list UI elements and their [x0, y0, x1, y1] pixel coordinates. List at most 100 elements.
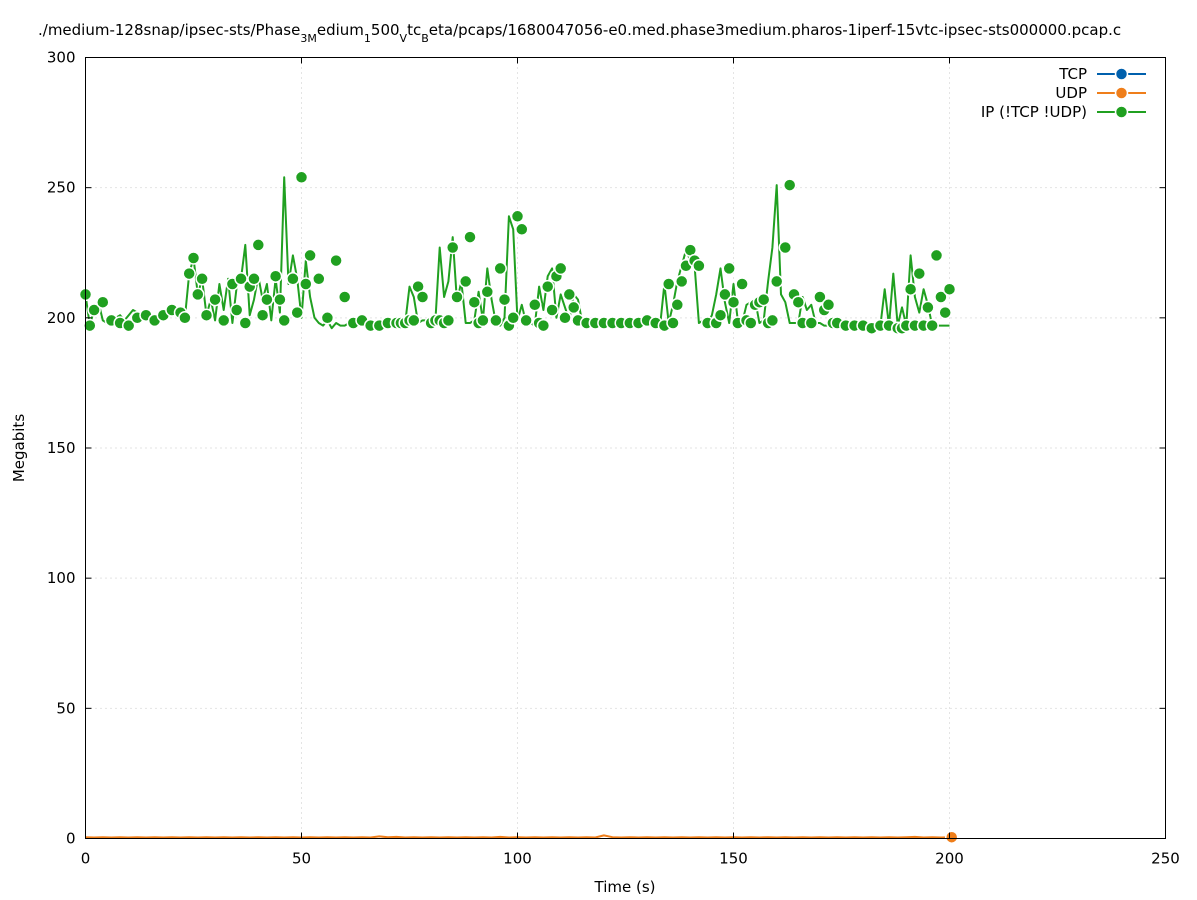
- data-point-ip-tcp-udp: [238, 316, 253, 330]
- data-point-ip-tcp-udp: [778, 240, 793, 255]
- x-tick-label: 150: [719, 850, 748, 868]
- data-point-ip-tcp-udp: [744, 316, 758, 330]
- data-point-ip-tcp-udp: [506, 311, 520, 325]
- data-point-ip-tcp-udp: [489, 313, 503, 328]
- data-point-ip-tcp-udp: [929, 248, 944, 263]
- data-point-ip-tcp-udp: [96, 295, 110, 309]
- data-point-ip-tcp-udp: [247, 272, 261, 286]
- data-point-ip-tcp-udp: [415, 290, 430, 304]
- data-point-ip-tcp-udp: [294, 170, 309, 185]
- y-axis-title: Megabits: [10, 414, 28, 482]
- data-point-ip-tcp-udp: [216, 313, 231, 328]
- data-point-ip-tcp-udp: [912, 266, 927, 281]
- data-point-ip-tcp-udp: [558, 311, 572, 325]
- data-point-ip-tcp-udp: [87, 303, 101, 317]
- data-point-ip-tcp-udp: [692, 259, 706, 273]
- data-point-ip-tcp-udp: [515, 222, 529, 237]
- data-point-ip-tcp-udp: [942, 282, 957, 296]
- legend-label-tcp: TCP: [1058, 65, 1087, 83]
- data-point-ip-tcp-udp: [493, 261, 507, 276]
- data-point-ip-tcp-udp: [519, 313, 533, 328]
- data-point-ip-tcp-udp: [562, 287, 577, 302]
- data-point-ip-tcp-udp: [553, 261, 568, 276]
- x-axis-title: Time (s): [594, 878, 656, 896]
- data-point-ip-tcp-udp: [260, 292, 274, 307]
- data-point-ip-tcp-udp: [458, 274, 473, 289]
- y-tick-label: 150: [47, 439, 76, 457]
- data-point-ip-tcp-udp: [769, 274, 784, 289]
- data-point-ip-tcp-udp: [821, 298, 836, 312]
- data-point-ip-tcp-udp: [670, 298, 685, 312]
- data-point-ip-tcp-udp: [251, 238, 266, 252]
- x-tick-label: 0: [81, 850, 91, 868]
- data-point-ip-tcp-udp: [277, 313, 291, 328]
- data-point-ip-tcp-udp: [718, 287, 732, 302]
- data-point-ip-tcp-udp: [450, 290, 464, 304]
- data-point-ip-tcp-udp: [199, 308, 214, 322]
- data-point-ip-tcp-udp: [765, 313, 780, 328]
- data-point-ip-tcp-udp: [726, 295, 741, 309]
- data-point-ip-tcp-udp: [566, 300, 581, 315]
- x-tick-label: 100: [503, 850, 532, 868]
- data-point-ip-tcp-udp: [229, 303, 244, 317]
- data-point-ip-tcp-udp: [467, 295, 482, 309]
- data-point-ip-tcp-udp: [497, 292, 512, 307]
- data-point-ip-tcp-udp: [804, 316, 819, 330]
- data-point-ip-tcp-udp: [480, 285, 495, 299]
- data-point-ip-tcp-udp: [722, 261, 736, 276]
- data-point-ip-tcp-udp: [290, 305, 304, 320]
- data-point-ip-tcp-udp: [303, 248, 317, 263]
- x-tick-label: 200: [935, 850, 964, 868]
- legend-label-udp: UDP: [1055, 84, 1087, 102]
- y-tick-label: 0: [66, 830, 76, 848]
- data-point-ip-tcp-udp: [735, 277, 749, 291]
- y-tick-label: 50: [56, 699, 75, 717]
- data-point-ip-tcp-udp: [510, 209, 525, 224]
- data-point-ip-tcp-udp: [713, 308, 728, 322]
- data-point-ip-tcp-udp: [268, 269, 283, 283]
- data-point-ip-tcp-udp: [813, 290, 827, 304]
- legend-marker-ip-tcp-udp: [1114, 105, 1129, 119]
- data-point-ip-tcp-udp: [312, 272, 326, 286]
- data-point-ip-tcp-udp: [666, 316, 680, 330]
- data-point-ip-tcp-udp: [782, 178, 797, 192]
- data-point-ip-tcp-udp: [476, 313, 490, 328]
- data-point-ip-tcp-udp: [934, 290, 948, 304]
- data-point-ip-tcp-udp: [83, 318, 97, 333]
- data-point-ip-tcp-udp: [191, 287, 205, 302]
- chart-title: ./medium-128snap/ipsec-sts/Phase3Medium1…: [38, 21, 1121, 45]
- data-point-ip-tcp-udp: [661, 277, 676, 291]
- data-point-ip-tcp-udp: [441, 313, 456, 328]
- data-point-ip-tcp-udp: [903, 282, 918, 296]
- data-point-ip-tcp-udp: [938, 305, 952, 320]
- data-point-ip-tcp-udp: [921, 300, 935, 315]
- plot-area: [78, 170, 959, 844]
- data-point-ip-tcp-udp: [178, 311, 192, 325]
- data-point-udp: [944, 830, 959, 844]
- data-point-ip-tcp-udp: [791, 295, 806, 309]
- data-point-ip-tcp-udp: [299, 277, 313, 291]
- grid: [85, 57, 1166, 839]
- data-point-ip-tcp-udp: [255, 308, 270, 322]
- data-point-ip-tcp-udp: [286, 272, 300, 286]
- y-tick-label: 250: [47, 179, 76, 197]
- data-point-ip-tcp-udp: [208, 292, 222, 307]
- y-tick-label: 300: [47, 49, 76, 67]
- data-point-ip-tcp-udp: [540, 279, 555, 294]
- legend-label-ip-tcp-udp: IP (!TCP !UDP): [981, 103, 1087, 121]
- legend-marker-udp: [1114, 86, 1129, 100]
- x-tick-label: 250: [1151, 850, 1180, 868]
- series-line-udp: [85, 834, 952, 839]
- y-tick-label: 200: [47, 309, 76, 327]
- data-point-ip-tcp-udp: [528, 298, 542, 312]
- data-point-ip-tcp-udp: [674, 274, 689, 289]
- data-point-ip-tcp-udp: [407, 313, 421, 328]
- data-point-ip-tcp-udp: [182, 266, 196, 281]
- data-point-ip-tcp-udp: [121, 318, 136, 333]
- y-tick-label: 100: [47, 569, 76, 587]
- axes-ticks: 0 50 100 150 200 250 0 50 100 150 200 250 300: [47, 49, 1180, 868]
- data-point-ip-tcp-udp: [320, 311, 335, 325]
- data-point-ip-tcp-udp: [925, 318, 939, 333]
- x-tick-label: 50: [292, 850, 311, 868]
